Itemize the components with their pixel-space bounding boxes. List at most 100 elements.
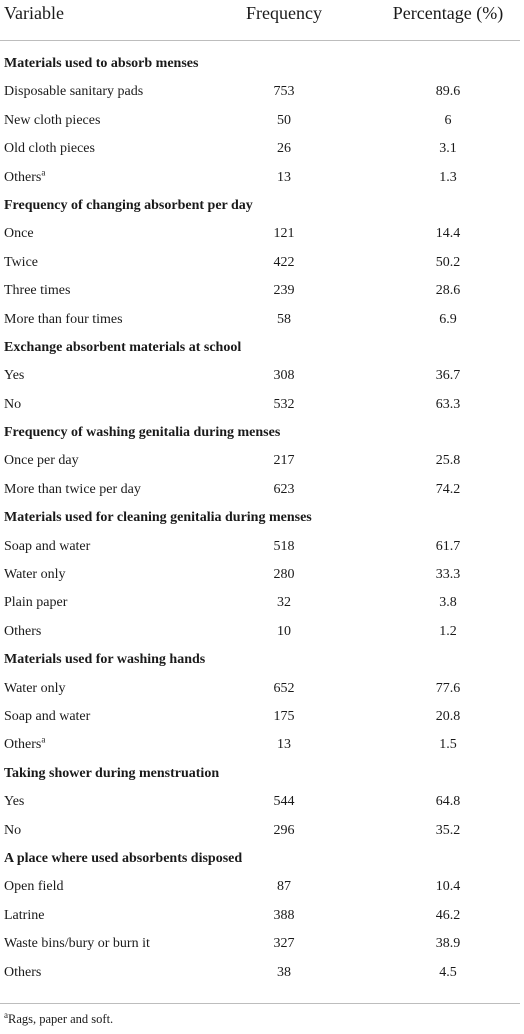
cell-text: Frequency of changing absorbent per day — [4, 197, 253, 213]
table-row: Old cloth pieces 26 3.1 — [0, 135, 524, 163]
variable-cell: Once — [4, 226, 34, 242]
table-row: Yes 544 64.8 — [0, 788, 524, 816]
cell-text: Others — [4, 623, 42, 639]
cell-text: Yes — [4, 368, 25, 384]
cell-text: Old cloth pieces — [4, 141, 95, 157]
section-label: Frequency of washing genitalia during me… — [4, 425, 280, 441]
variable-cell: More than four times — [4, 312, 123, 328]
variable-cell: Three times — [4, 283, 70, 299]
percentage-cell: 1.5 — [439, 737, 457, 753]
percentage-cell: 4.5 — [439, 964, 457, 980]
table-row: Three times 239 28.6 — [0, 277, 524, 305]
table-row: Water only 280 33.3 — [0, 561, 524, 589]
section-label: Taking shower during menstruation — [4, 766, 219, 782]
table-row: Waste bins/bury or burn it 327 38.9 — [0, 930, 524, 958]
table-row: Othersa 13 1.3 — [0, 164, 524, 192]
variable-cell: Plain paper — [4, 595, 67, 611]
frequency-cell: 308 — [273, 368, 295, 384]
section-label: Materials used for washing hands — [4, 652, 205, 668]
header-variable: Variable — [4, 3, 64, 23]
percentage-cell: 1.2 — [439, 623, 457, 639]
cell-text: Materials used to absorb menses — [4, 56, 199, 71]
percentage-cell: 89.6 — [435, 84, 461, 100]
section-label: Frequency of changing absorbent per day — [4, 198, 253, 214]
header-percentage: Percentage (%) — [392, 3, 504, 23]
variable-cell: New cloth pieces — [4, 113, 100, 129]
table-row: Water only 652 77.6 — [0, 675, 524, 703]
variable-cell: Open field — [4, 879, 63, 895]
frequency-cell: 623 — [273, 481, 295, 497]
frequency-cell: 532 — [273, 396, 295, 412]
frequency-cell: 121 — [273, 226, 295, 242]
cell-text: Others — [4, 169, 42, 185]
percentage-cell: 50.2 — [435, 254, 461, 270]
variable-cell: More than twice per day — [4, 482, 141, 498]
table-row: Once per day 217 25.8 — [0, 447, 524, 475]
variable-cell: No — [4, 397, 21, 413]
percentage-cell: 25.8 — [435, 453, 461, 469]
frequency-cell: 753 — [273, 84, 295, 100]
frequency-cell: 217 — [273, 453, 295, 469]
section-header-row: Frequency of changing absorbent per day — [0, 192, 524, 220]
variable-cell: Othersa — [4, 734, 46, 753]
section-header-row: Materials used for cleaning genitalia du… — [0, 504, 524, 532]
variable-cell: Old cloth pieces — [4, 141, 95, 157]
table-row: No 532 63.3 — [0, 391, 524, 419]
cell-text: Three times — [4, 283, 71, 299]
variable-cell: Othersa — [4, 166, 46, 186]
variable-cell: Once per day — [4, 453, 79, 469]
percentage-cell: 63.3 — [435, 396, 461, 412]
section-label: A place where used absorbents disposed — [4, 851, 242, 867]
variable-cell: Soap and water — [4, 539, 90, 555]
frequency-cell: 26 — [277, 141, 291, 157]
footnote-marker: a — [41, 166, 46, 177]
frequency-cell: 175 — [273, 708, 295, 724]
table-body: Materials used to absorb menses Disposabl… — [0, 50, 524, 987]
cell-text: Others — [4, 964, 42, 980]
frequency-cell: 50 — [277, 112, 291, 128]
frequency-cell: 10 — [277, 623, 291, 639]
footnote-text: Rags, paper and soft. — [8, 1012, 114, 1026]
percentage-cell: 77.6 — [435, 680, 461, 696]
table-row: Othersa 13 1.5 — [0, 731, 524, 759]
cell-text: Materials used for washing hands — [4, 652, 206, 668]
cell-text: Water only — [4, 567, 66, 583]
cell-text: Exchange absorbent materials at school — [4, 339, 242, 355]
frequency-cell: 58 — [277, 311, 291, 327]
frequency-cell: 422 — [273, 254, 295, 270]
variable-cell: Twice — [4, 255, 38, 271]
variable-cell: Water only — [4, 681, 65, 697]
cell-text: Soap and water — [4, 708, 91, 724]
table-row: Yes 308 36.7 — [0, 362, 524, 390]
cell-text: New cloth pieces — [4, 112, 101, 128]
percentage-cell: 46.2 — [435, 907, 461, 923]
section-header-row: Exchange absorbent materials at school — [0, 334, 524, 362]
variable-cell: Yes — [4, 794, 24, 810]
table-row: Soap and water 518 61.7 — [0, 533, 524, 561]
header-frequency: Frequency — [246, 3, 322, 23]
section-label: Materials used for cleaning genitalia du… — [4, 510, 312, 526]
variable-cell: Others — [4, 624, 41, 640]
cell-text: Once per day — [4, 453, 79, 469]
percentage-cell: 64.8 — [435, 794, 461, 810]
section-header-row: Frequency of washing genitalia during me… — [0, 419, 524, 447]
cell-text: Taking shower during menstruation — [4, 765, 220, 781]
table-row: Soap and water 175 20.8 — [0, 703, 524, 731]
frequency-cell: 296 — [273, 822, 295, 838]
variable-cell: Soap and water — [4, 709, 90, 725]
footnote: aRags, paper and soft. — [4, 1010, 114, 1027]
footnote-marker: a — [41, 734, 46, 745]
table-row: New cloth pieces 50 6 — [0, 107, 524, 135]
frequency-cell: 544 — [273, 794, 295, 810]
cell-text: Water only — [4, 680, 66, 696]
percentage-cell: 74.2 — [435, 481, 461, 497]
cell-text: Yes — [4, 794, 25, 810]
percentage-cell: 36.7 — [435, 368, 461, 384]
variable-cell: Latrine — [4, 908, 44, 924]
variable-cell: Others — [4, 965, 41, 981]
percentage-cell: 28.6 — [435, 283, 461, 299]
percentage-cell: 33.3 — [435, 567, 461, 583]
percentage-cell: 6 — [444, 112, 452, 128]
section-header-row: Materials used to absorb menses — [0, 50, 524, 78]
